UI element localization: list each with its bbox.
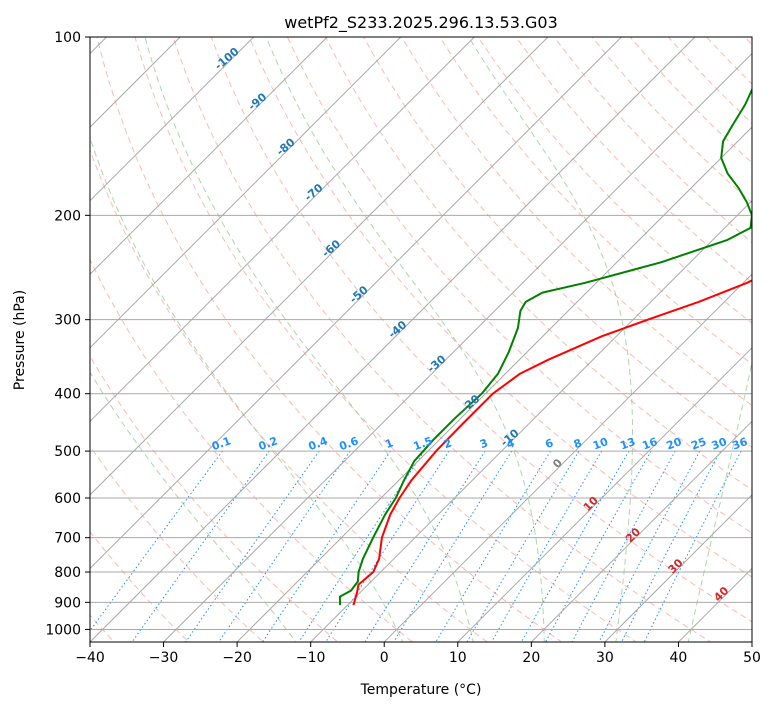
mixing-ratio-label: 3 xyxy=(478,436,490,451)
dry-adiabat xyxy=(363,37,752,449)
x-tick-label: 0 xyxy=(380,650,389,666)
mixing-ratio-label: 8 xyxy=(572,436,584,451)
dry-adiabat xyxy=(324,37,752,491)
x-tick-label: −30 xyxy=(149,650,179,666)
x-tick-label: −10 xyxy=(296,650,326,666)
isotherm-line xyxy=(90,37,549,496)
mixing-ratio-label: 25 xyxy=(689,435,708,452)
dry-adiabat xyxy=(210,37,752,623)
mixing-ratio-label: 4 xyxy=(505,436,517,451)
dewpoint-profile xyxy=(338,87,752,606)
y-tick-label: 300 xyxy=(54,313,81,329)
y-tick-label: 200 xyxy=(54,208,81,224)
isotherm-line xyxy=(90,37,255,202)
dry-adiabat xyxy=(90,148,488,642)
mixing-ratio-label: 0.1 xyxy=(210,434,233,453)
dry-adiabat xyxy=(96,37,563,642)
isotherm-line xyxy=(90,37,622,570)
isotherm-line xyxy=(90,37,328,275)
y-tick-label: 1000 xyxy=(45,622,81,638)
isotherm-line xyxy=(236,126,752,642)
mixing-ratio-label: 1 xyxy=(384,436,396,451)
y-tick-label: 800 xyxy=(54,565,81,581)
y-tick-label: 600 xyxy=(54,491,81,507)
y-tick-label: 700 xyxy=(54,531,81,547)
axes: −40 −30 −20 −10 0 10 20 30 40 5010020030040050060… xyxy=(45,30,761,666)
background-lines xyxy=(90,37,752,642)
mixing-ratio-label: 0.6 xyxy=(337,434,360,453)
isotherm-line xyxy=(90,37,696,642)
x-tick-label: 30 xyxy=(596,650,614,666)
x-tick-label: 10 xyxy=(449,650,467,666)
dry-adiabat xyxy=(90,531,190,642)
x-tick-label: −20 xyxy=(222,650,252,666)
mixing-ratio-label: 16 xyxy=(640,435,659,453)
chart-title: wetPf2_S233.2025.296.13.53.G03 xyxy=(284,13,558,33)
dry-adiabat xyxy=(90,258,414,642)
isotherm-line xyxy=(90,37,402,349)
mixing-ratio-label: 2 xyxy=(442,436,454,451)
mixing-ratio-label: 36 xyxy=(730,435,749,453)
isotherm-line xyxy=(604,494,752,642)
moist-adiabat xyxy=(265,37,545,642)
x-tick-label: −40 xyxy=(75,650,105,666)
isotherm-line xyxy=(383,273,752,642)
dry-adiabat xyxy=(401,37,752,407)
mixing-ratio-label: 0.2 xyxy=(257,434,280,453)
isotherm-line xyxy=(163,52,752,642)
temperature-profile xyxy=(352,279,752,606)
mixing-ratio-label: 10 xyxy=(591,435,610,453)
x-tick-label: 50 xyxy=(743,650,761,666)
mixing-ratio-label: 1.5 xyxy=(412,434,435,453)
x-axis-label: Temperature (°C) xyxy=(360,682,482,698)
dry-adiabat xyxy=(248,37,752,578)
moist-adiabat xyxy=(144,37,474,642)
mixing-ratio-label: 20 xyxy=(665,435,684,453)
y-tick-label: 900 xyxy=(54,595,81,611)
y-tick-label: 100 xyxy=(54,30,81,46)
mixing-ratio-label: 30 xyxy=(710,435,729,453)
x-tick-label: 20 xyxy=(522,650,540,666)
dry-adiabat xyxy=(134,37,638,642)
mixing-ratio-label: 6 xyxy=(543,436,555,451)
mixing-ratio-label: 0.4 xyxy=(307,434,330,453)
isotherm-line xyxy=(90,37,475,423)
isotherm-line xyxy=(310,199,752,642)
mixing-ratio-label: 13 xyxy=(618,435,637,452)
plot-frame xyxy=(89,36,753,643)
y-tick-label: 400 xyxy=(54,387,81,403)
dry-adiabat xyxy=(172,37,712,642)
isotherm-line xyxy=(457,347,752,642)
x-tick-label: 40 xyxy=(670,650,688,666)
y-tick-label: 500 xyxy=(54,444,81,460)
isotherm-line xyxy=(530,420,752,642)
dry-adiabat xyxy=(90,445,264,642)
moist-adiabat xyxy=(468,37,633,642)
sounding-series xyxy=(338,87,752,606)
y-axis-label: Pressure (hPa) xyxy=(12,290,28,390)
dry-adiabat xyxy=(90,355,339,642)
